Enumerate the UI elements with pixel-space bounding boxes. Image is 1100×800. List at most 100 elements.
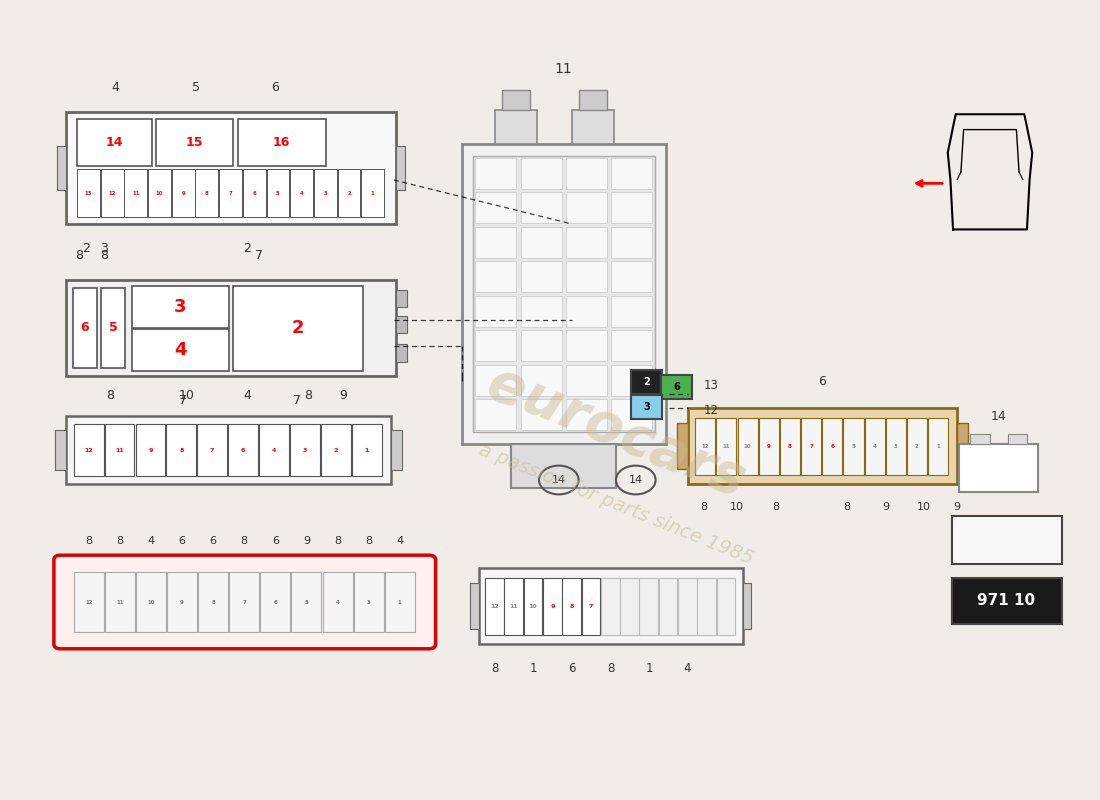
Bar: [475, 261, 516, 292]
Bar: [104, 424, 134, 476]
Text: 8: 8: [492, 662, 498, 674]
Bar: [475, 226, 516, 258]
FancyBboxPatch shape: [66, 416, 390, 484]
Bar: [396, 315, 407, 333]
Text: 8: 8: [334, 536, 341, 546]
Text: 2: 2: [915, 444, 918, 449]
Bar: [260, 424, 289, 476]
Bar: [156, 118, 233, 166]
Text: 16: 16: [273, 136, 290, 149]
Text: 5: 5: [109, 322, 118, 334]
Bar: [579, 90, 607, 110]
Text: 9: 9: [550, 604, 554, 609]
Bar: [716, 578, 735, 635]
Bar: [352, 424, 382, 476]
Bar: [77, 169, 100, 218]
Bar: [928, 418, 948, 475]
Text: 4: 4: [147, 536, 154, 546]
Bar: [520, 226, 561, 258]
Text: 11: 11: [117, 599, 123, 605]
Text: 4: 4: [300, 190, 304, 196]
Text: 12: 12: [704, 404, 719, 417]
Bar: [612, 365, 652, 396]
Text: 4: 4: [111, 82, 120, 94]
Bar: [612, 261, 652, 292]
Bar: [737, 418, 758, 475]
Bar: [390, 430, 402, 470]
Text: 12: 12: [702, 444, 710, 449]
Bar: [495, 110, 537, 144]
Text: 4: 4: [336, 599, 340, 605]
Text: 7: 7: [254, 250, 263, 262]
Text: 2: 2: [81, 242, 90, 254]
Text: 6: 6: [272, 536, 278, 546]
Bar: [601, 578, 619, 635]
Bar: [565, 158, 607, 189]
Text: 8: 8: [85, 536, 92, 546]
Bar: [612, 399, 652, 430]
Text: 4: 4: [872, 444, 877, 449]
Bar: [266, 169, 289, 218]
Bar: [520, 296, 561, 327]
Bar: [475, 399, 516, 430]
Bar: [73, 288, 97, 368]
Text: 9: 9: [148, 447, 153, 453]
Text: 8: 8: [788, 444, 792, 449]
Bar: [338, 169, 361, 218]
Bar: [57, 146, 66, 190]
Bar: [582, 578, 601, 635]
Bar: [520, 365, 561, 396]
Bar: [565, 261, 607, 292]
Text: 6: 6: [673, 382, 680, 392]
Bar: [219, 169, 242, 218]
Bar: [659, 578, 678, 635]
Text: 4: 4: [272, 447, 276, 453]
Bar: [543, 578, 562, 635]
Text: 6: 6: [80, 322, 89, 334]
Bar: [124, 169, 147, 218]
Text: 8: 8: [304, 389, 312, 402]
Text: 4: 4: [174, 341, 187, 359]
Text: 6: 6: [241, 447, 245, 453]
Bar: [321, 424, 351, 476]
Bar: [314, 169, 337, 218]
Text: 9: 9: [302, 536, 310, 546]
Text: 14: 14: [991, 410, 1006, 423]
Bar: [473, 156, 654, 432]
Text: 11: 11: [554, 62, 573, 76]
Bar: [396, 344, 407, 362]
Text: 11: 11: [132, 190, 140, 196]
FancyBboxPatch shape: [66, 112, 396, 224]
Bar: [475, 330, 516, 362]
Bar: [676, 423, 688, 469]
Bar: [196, 169, 218, 218]
Text: 8: 8: [772, 502, 779, 512]
Text: 4: 4: [684, 662, 691, 674]
FancyBboxPatch shape: [688, 408, 957, 484]
Bar: [742, 583, 751, 629]
Text: 7: 7: [293, 394, 301, 406]
Text: 10: 10: [156, 190, 163, 196]
Text: 10: 10: [730, 502, 744, 512]
Text: 7: 7: [229, 190, 232, 196]
Text: 8: 8: [100, 250, 109, 262]
FancyBboxPatch shape: [959, 444, 1038, 492]
Text: 5: 5: [191, 82, 200, 94]
Text: 2: 2: [644, 377, 650, 386]
Bar: [865, 418, 884, 475]
Text: 14: 14: [629, 475, 642, 485]
Text: 8: 8: [607, 662, 614, 674]
Text: 13: 13: [85, 190, 92, 196]
Text: 6: 6: [830, 444, 834, 449]
Bar: [475, 365, 516, 396]
Bar: [952, 578, 1062, 624]
Text: 1: 1: [364, 447, 368, 453]
Bar: [886, 418, 905, 475]
Text: 971 10: 971 10: [978, 594, 1035, 608]
Text: 4: 4: [243, 389, 252, 402]
Text: eurocars: eurocars: [480, 356, 752, 508]
Text: 10: 10: [179, 389, 195, 402]
Text: 2: 2: [292, 319, 305, 338]
Text: 14: 14: [552, 475, 565, 485]
Text: a passion for parts since 1985: a passion for parts since 1985: [476, 440, 756, 568]
